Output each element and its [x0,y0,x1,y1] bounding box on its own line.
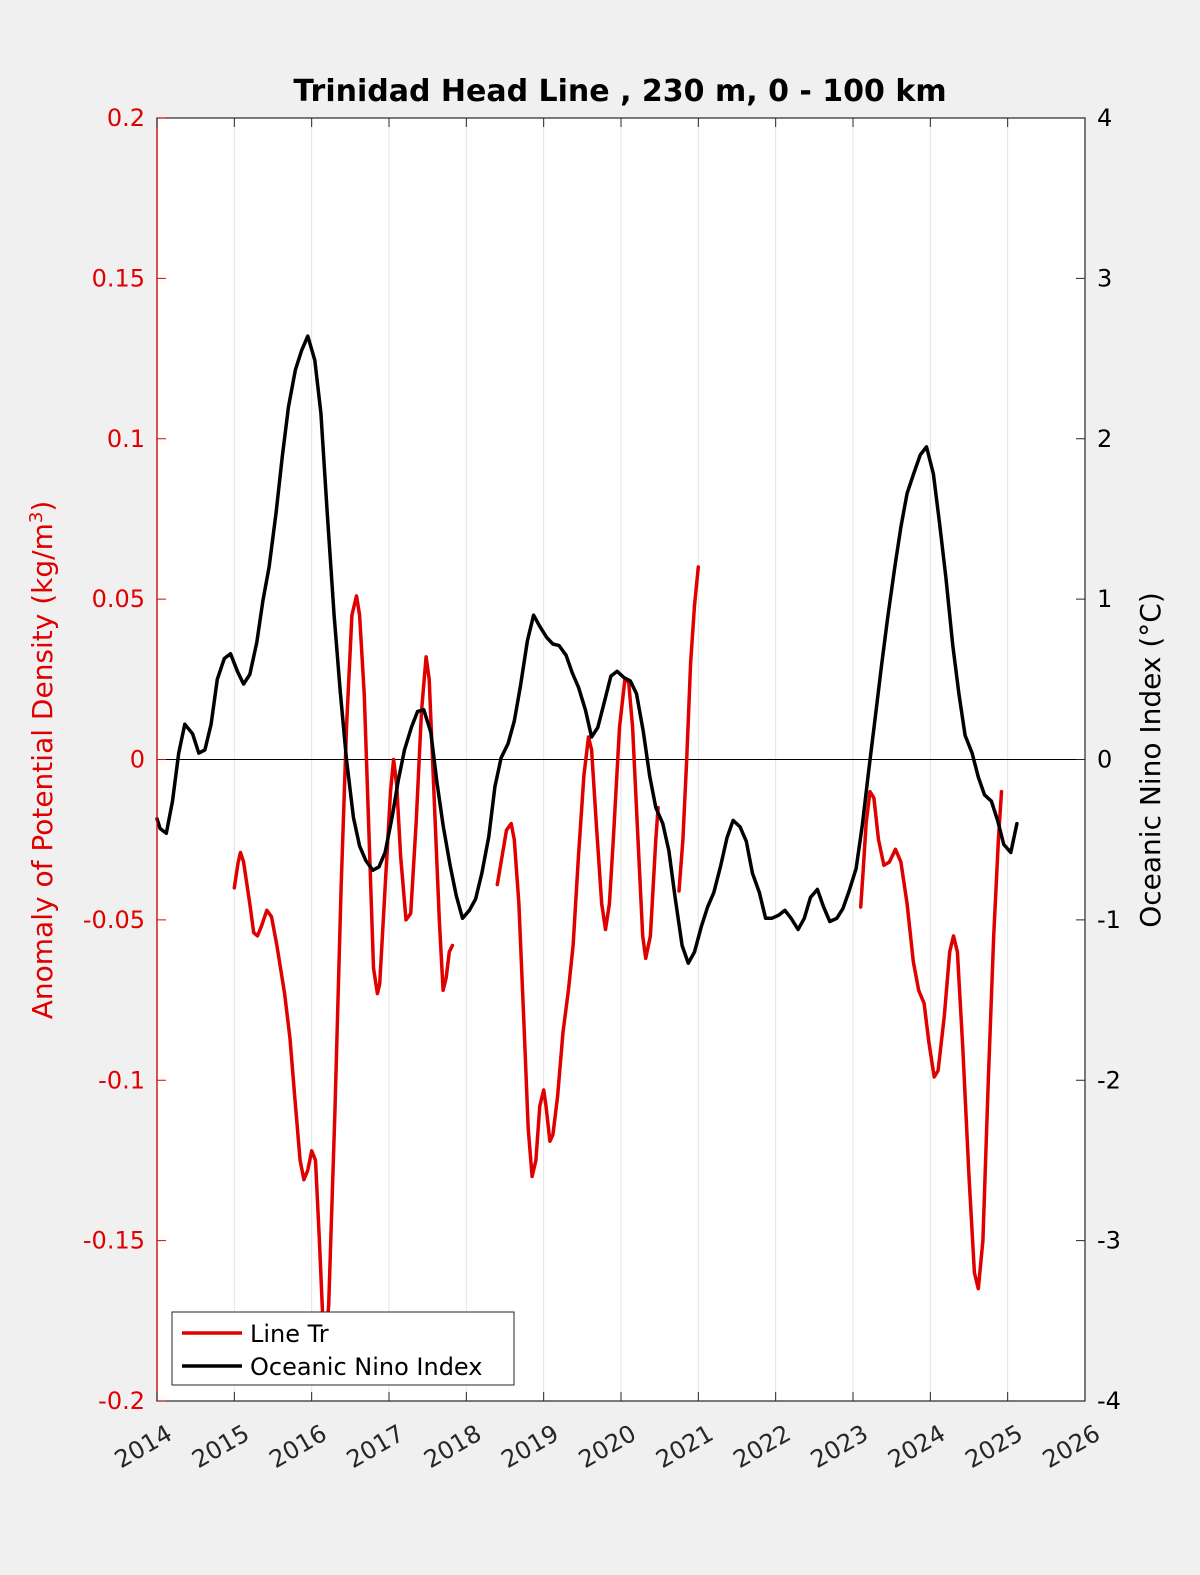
y-left-tick-label: 0.2 [107,104,145,132]
y-left-tick-label: 0.15 [92,264,145,292]
y-right-tick-label: 2 [1097,425,1112,453]
x-tick-label: 2020 [574,1419,641,1474]
series-line-tr [232,594,455,1346]
y-right-tick-label: 3 [1097,264,1112,292]
series-oceanic-nino-index [155,334,1019,965]
y-left-tick-label: 0.05 [92,585,145,613]
legend-label-oni: Oceanic Nino Index [250,1353,482,1381]
x-tick-label: 2024 [883,1419,950,1474]
y-left-tick-label: -0.15 [83,1227,145,1255]
left-axis: -0.2 -0.15 -0.1 -0.05 0 0.05 0.1 0.15 0.2 [83,104,166,1415]
legend-box [171,1311,515,1386]
x-tick-label: 2021 [651,1419,718,1474]
x-tick-label: 2022 [729,1419,796,1474]
right-axis: -4 -3 -2 -1 0 1 2 3 4 [1076,104,1121,1415]
y-left-tick-label: -0.2 [98,1387,145,1415]
y-right-tick-label: -1 [1097,906,1121,934]
y-right-tick-label: 1 [1097,585,1112,613]
y-left-tick-label: 0 [130,746,145,774]
y-right-tick-label: 4 [1097,104,1112,132]
y-axis-right-title: Oceanic Nino Index (°C) [1134,592,1167,928]
chart-title: Trinidad Head Line , 230 m, 0 - 100 km [293,74,946,109]
legend: Line Tr Oceanic Nino Index [171,1311,515,1386]
y-axis-left-title: Anomaly of Potential Density (kg/m3) [26,501,60,1020]
x-tick-label: 2016 [265,1419,332,1474]
series-layer [155,334,1019,1346]
series-line-tr [495,677,660,1179]
y-left-tick-label: -0.1 [98,1066,145,1094]
x-tick-label: 2018 [419,1419,486,1474]
series-line-tr [677,565,701,893]
y-right-tick-label: 0 [1097,746,1112,774]
y-axis-left-title-superscript: 3 [26,512,47,523]
x-tick-label: 2017 [342,1419,409,1474]
series-line-tr [858,789,1004,1291]
y-left-tick-label: 0.1 [107,425,145,453]
x-tick-label: 2019 [497,1419,564,1474]
y-right-tick-label: -2 [1097,1066,1121,1094]
legend-label-line-tr: Line Tr [250,1320,329,1348]
x-tick-label: 2015 [187,1419,254,1474]
x-tick-label: 2014 [110,1419,177,1474]
y-left-tick-label: -0.05 [83,906,145,934]
x-tick-label: 2023 [806,1419,873,1474]
x-tick-label: 2025 [961,1419,1028,1474]
y-right-tick-label: -4 [1097,1387,1121,1415]
x-tick-label: 2026 [1038,1419,1105,1474]
y-right-tick-label: -3 [1097,1227,1121,1255]
